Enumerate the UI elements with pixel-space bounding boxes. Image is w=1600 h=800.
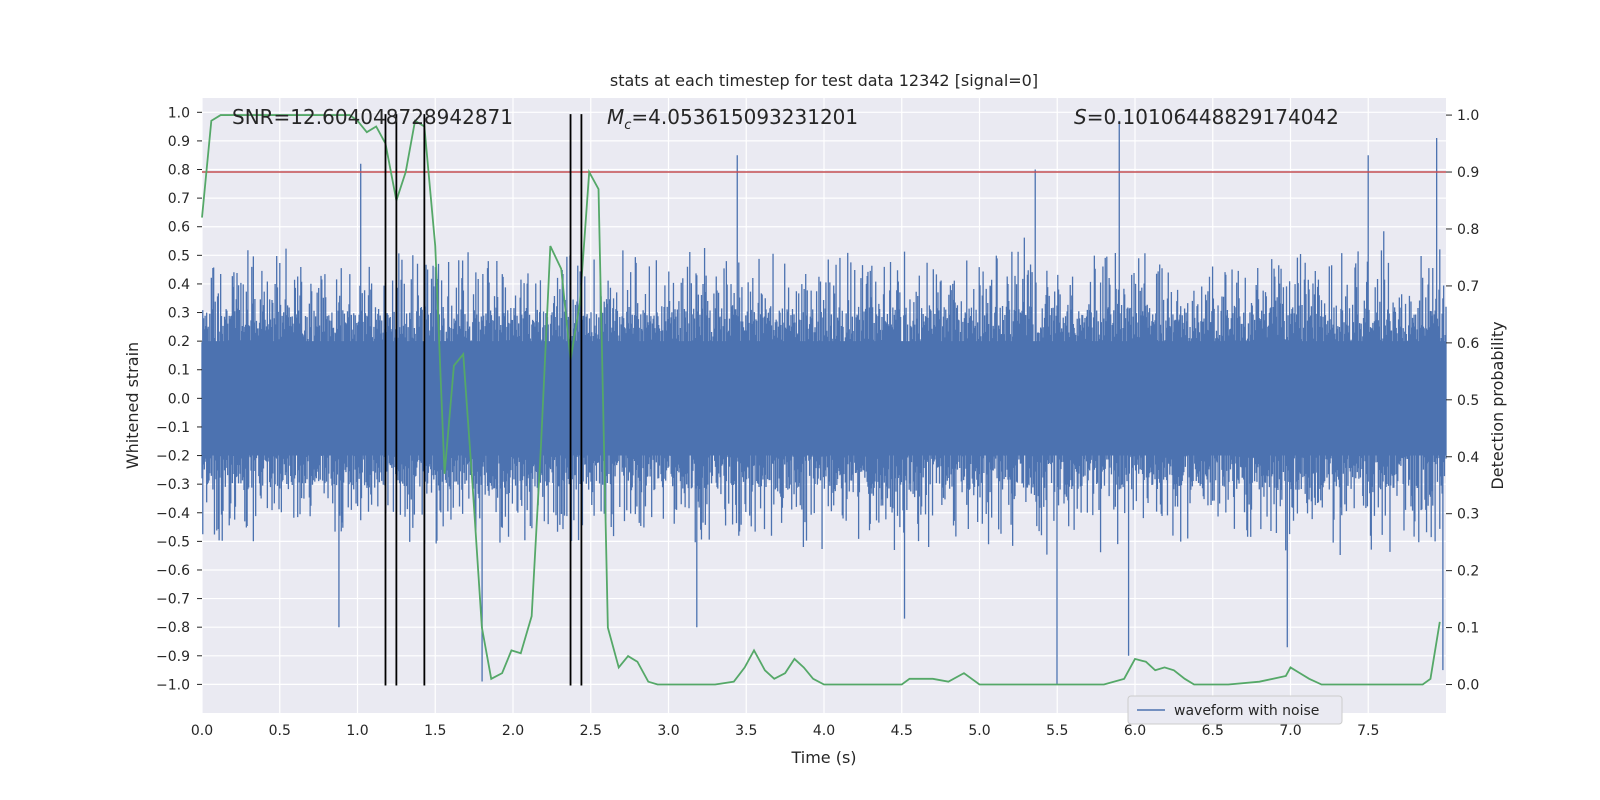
vertical-markers [384,114,583,686]
x-tick-label: 1.0 [346,723,368,739]
y-left-tick-label: 0.2 [168,334,190,350]
y-left-tick-label: −0.9 [156,649,190,665]
y-left-tick-label: −0.4 [156,506,190,522]
waveform-core [202,341,1446,456]
y-right-tick-label: 0.3 [1457,507,1479,523]
y-left-tick-label: 0.1 [168,363,190,379]
axes: 0.0 0.5 1.0 1.5 2.0 2.5 3.0 3.5 4.0 4.5 5.0 5.5 6.0 6… [156,105,1479,739]
y-left-tick-label: 0.5 [168,248,190,264]
y-left-tick-label: 0.6 [168,220,190,236]
snr-annotation: SNR=12.604048728942871 [232,105,513,129]
mc-symbol: M [607,105,624,129]
x-tick-label: 7.0 [1279,723,1301,739]
x-axis-label: Time (s) [790,748,856,767]
mc-value: =4.053615093231201 [631,105,858,129]
y-left-tick-label: 0.4 [168,277,190,293]
probability-line [201,114,1441,686]
x-tick-label: 2.0 [502,723,524,739]
y-left-tick-label: 0.9 [168,134,190,150]
y-right-tick-label: 0.6 [1457,336,1479,352]
legend-box [1127,695,1343,725]
legend: waveform with noise [1127,695,1343,725]
s-value: =0.10106448829174042 [1087,105,1339,129]
x-tick-label: 4.0 [813,723,835,739]
y-left-tick-label: −1.0 [156,677,190,693]
y-left-tick-label: 0.8 [168,163,190,179]
mc-annotation: Mc=4.053615093231201 [607,105,858,133]
y-left-tick-label: −0.7 [156,592,190,608]
probability-series [201,114,1446,686]
x-tick-label: 6.0 [1124,723,1146,739]
y-right-tick-label: 0.4 [1457,450,1479,466]
x-tick-label: 2.5 [580,723,602,739]
y-left-tick-label: −0.2 [156,449,190,465]
x-tick-label: 3.5 [735,723,757,739]
y-left-tick-label: −0.1 [156,420,190,436]
x-tick-label: 0.5 [269,723,291,739]
x-tick-label: 0.0 [191,723,213,739]
mc-subscript: c [624,118,631,133]
y-left-tick-label: 0.7 [168,191,190,207]
y-right-tick-label: 0.0 [1457,678,1479,694]
y-right-tick-label: 0.2 [1457,564,1479,580]
y-left-tick-label: −0.8 [156,620,190,636]
s-symbol: S [1074,105,1087,129]
legend-label: waveform with noise [1174,703,1319,719]
x-tick-label: 6.5 [1202,723,1224,739]
s-annotation: S=0.10106448829174042 [1074,105,1339,129]
x-tick-label: 7.5 [1357,723,1379,739]
x-tick-label: 4.5 [891,723,913,739]
y-left-tick-label: −0.3 [156,477,190,493]
y-right-tick-label: 0.1 [1457,621,1479,637]
y-left-tick-label: 0.3 [168,306,190,322]
x-tick-label: 3.0 [657,723,679,739]
y-left-tick-label: 0.0 [168,391,190,407]
y-axis-right-label: Detection probability [1488,321,1507,489]
y-left-tick-label: −0.5 [156,534,190,550]
y-right-tick-label: 0.5 [1457,393,1479,409]
chart-title: stats at each timestep for test data 123… [610,71,1038,90]
y-left-tick-label: 1.0 [168,105,190,121]
x-tick-label: 5.0 [968,723,990,739]
y-right-tick-label: 0.8 [1457,222,1479,238]
y-left-tick-label: −0.6 [156,563,190,579]
y-axis-left-label: Whitened strain [123,342,142,469]
x-tick-label: 1.5 [424,723,446,739]
y-right-tick-label: 0.7 [1457,279,1479,295]
x-tick-label: 5.5 [1046,723,1068,739]
y-right-tick-label: 1.0 [1457,108,1479,124]
waveform-series [201,120,1447,685]
y-right-tick-label: 0.9 [1457,165,1479,181]
